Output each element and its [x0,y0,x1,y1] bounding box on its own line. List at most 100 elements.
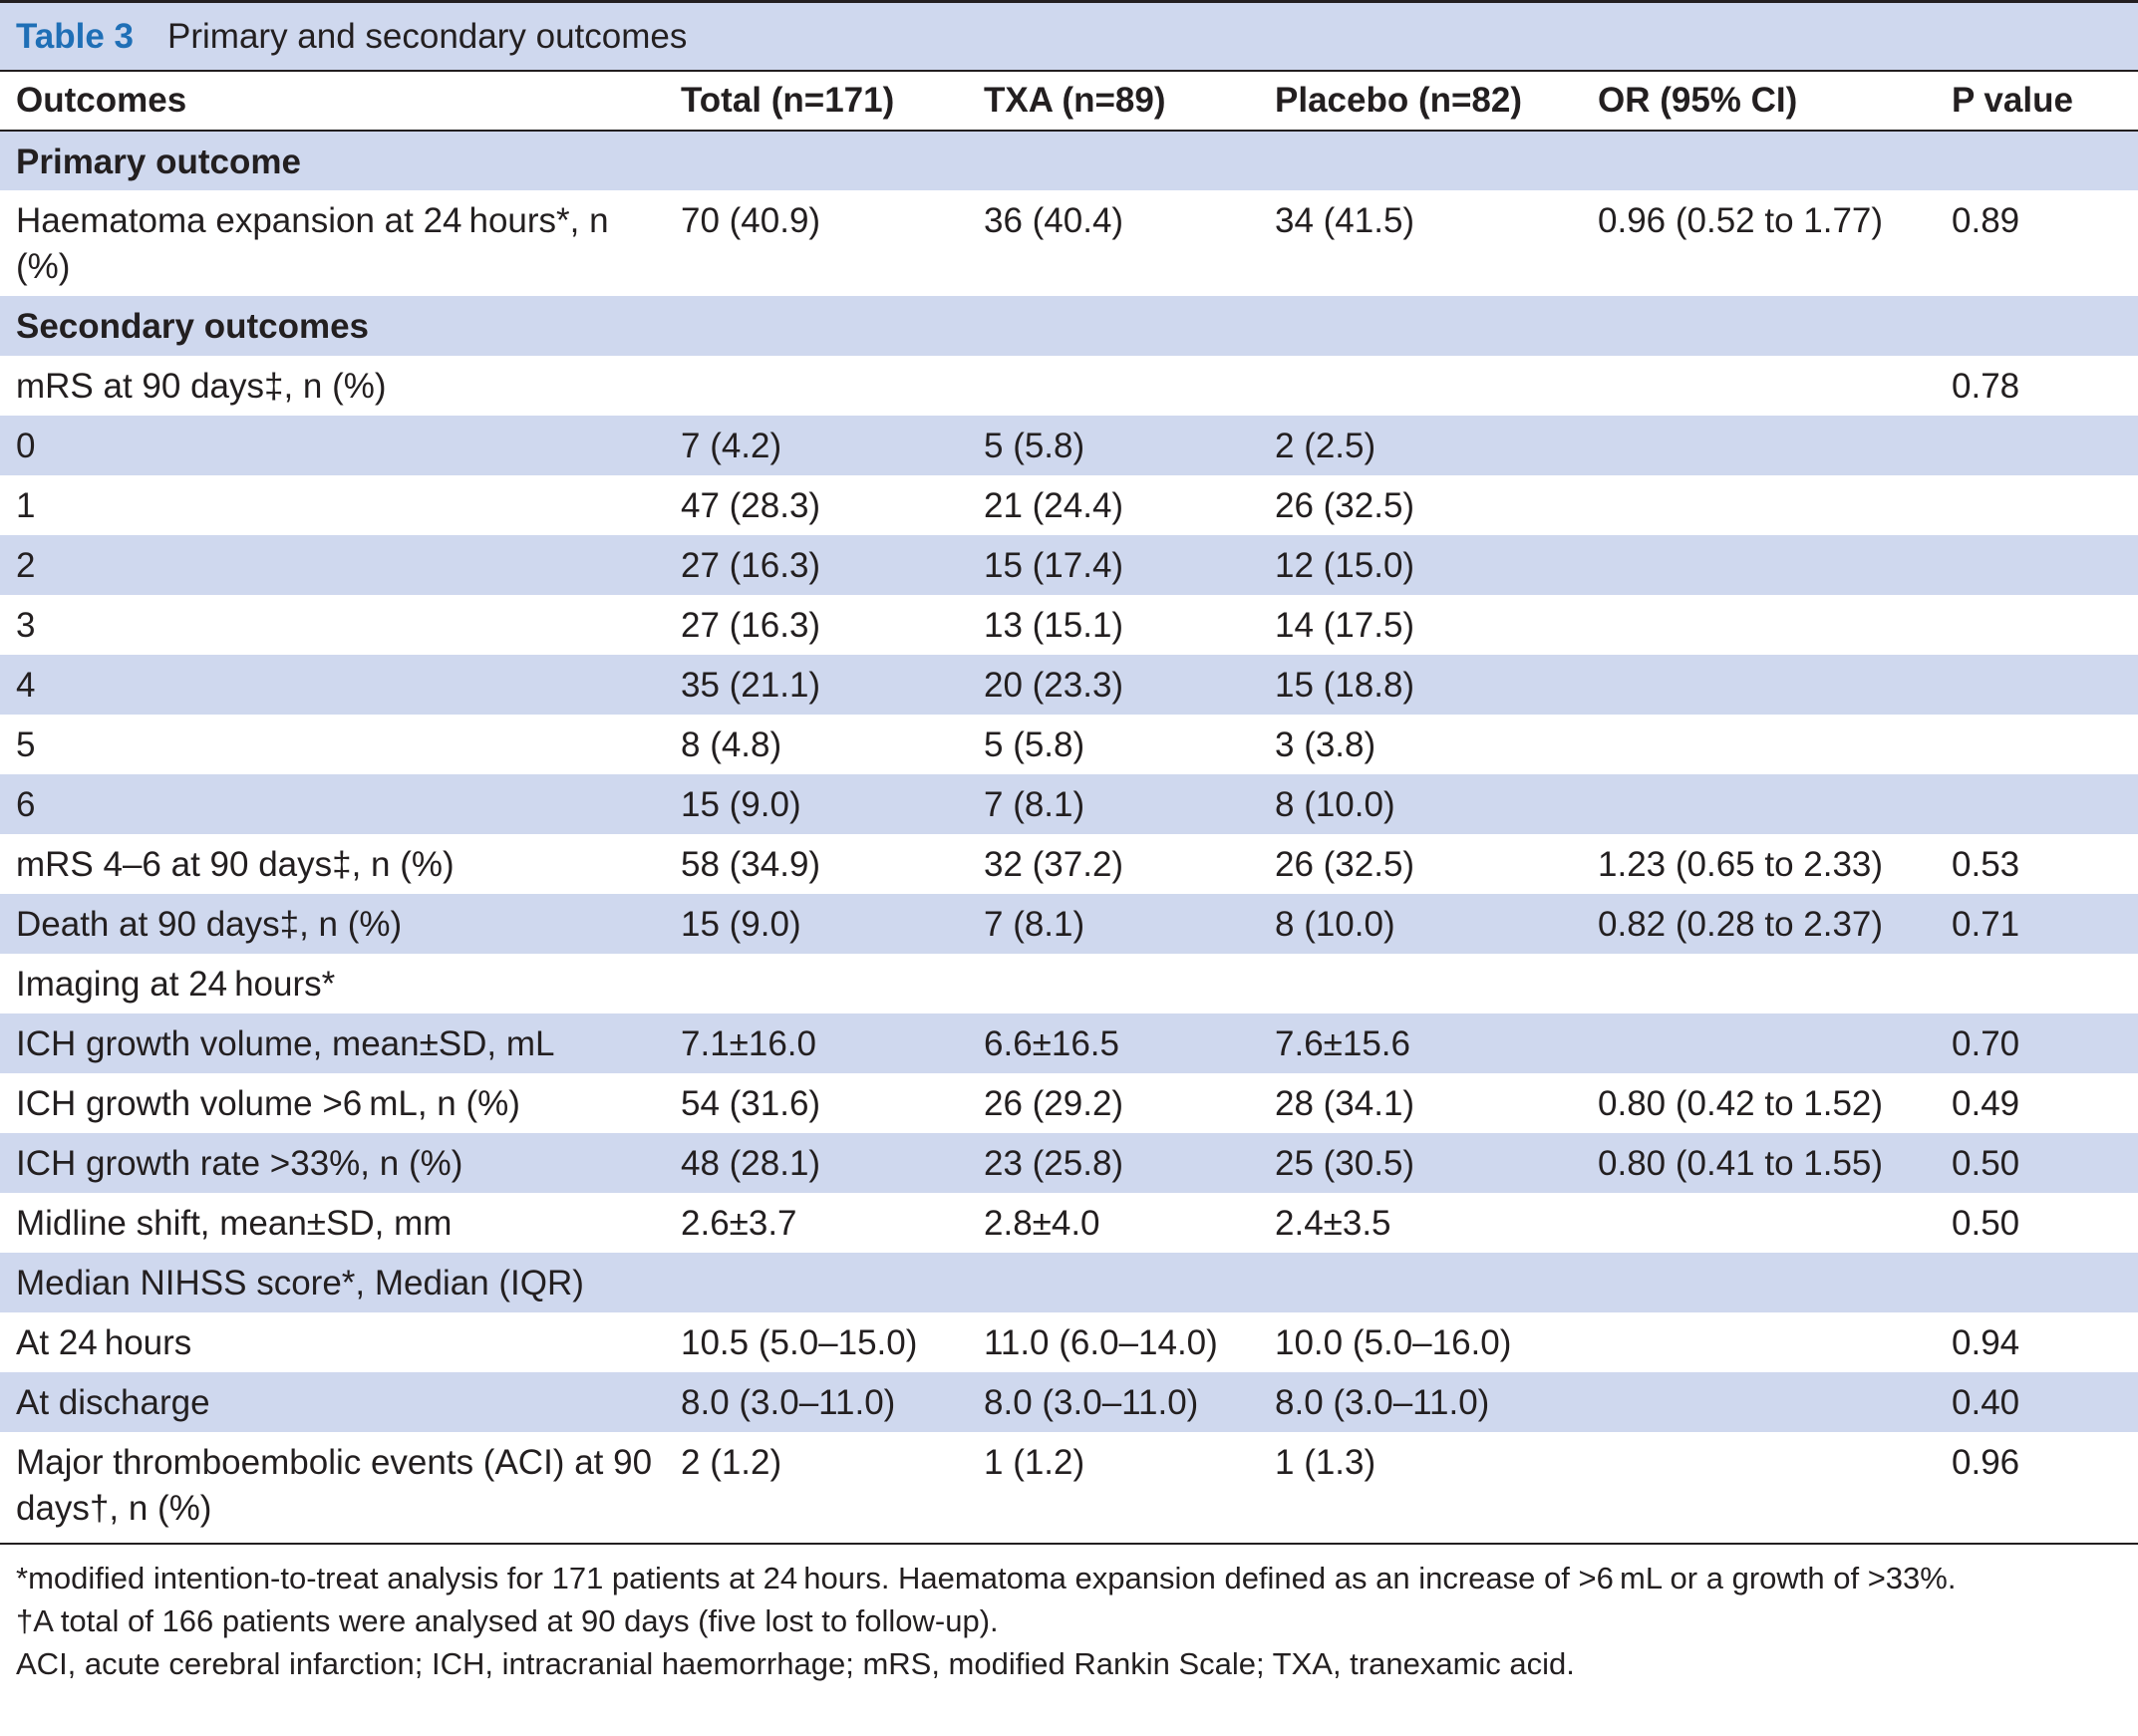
txa-cell: 13 (15.1) [984,606,1124,645]
table-label: Table 3 [16,16,135,56]
p-value-cell: 0.53 [1952,845,2020,884]
txa-cell [984,1253,1275,1312]
p-value-cell [1952,535,2138,595]
placebo-cell [1275,296,1598,356]
p-value-cell: 0.50 [1952,1204,2020,1243]
outcome-cell: ICH growth rate >33%, n (%) [16,1144,463,1183]
or-cell [1598,1193,1952,1253]
outcome-cell: At 24 hours [16,1323,192,1362]
outcome-cell: 4 [16,666,36,705]
p-value-cell [1952,774,2138,834]
header-placebo: Placebo (n=82) [1275,81,1523,120]
total-cell: 10.5 (5.0–15.0) [681,1323,918,1362]
placebo-cell: 7.6±15.6 [1275,1024,1410,1063]
placebo-cell: 28 (34.1) [1275,1084,1415,1123]
outcome-cell: Death at 90 days‡, n (%) [16,905,403,944]
table-row: 3 27 (16.3) 13 (15.1) 14 (17.5) [0,595,2138,655]
p-value-cell: 0.89 [1952,201,2020,240]
total-cell: 2 (1.2) [681,1443,782,1482]
txa-cell: 21 (24.4) [984,486,1124,525]
table-row: ICH growth volume, mean±SD, mL 7.1±16.0 6.… [0,1013,2138,1073]
table-title: Primary and secondary outcomes [167,16,688,56]
outcome-cell: Imaging at 24 hours* [16,965,336,1004]
txa-cell: 26 (29.2) [984,1084,1124,1123]
outcome-cell: 1 [16,486,36,525]
placebo-cell [1275,954,1598,1013]
or-cell [1598,774,1952,834]
txa-cell: 32 (37.2) [984,845,1124,884]
table-row: Median NIHSS score*, Median (IQR) [0,1253,2138,1312]
or-cell [1598,356,1952,416]
section-row: Secondary outcomes [0,296,2138,356]
or-cell [1598,131,1952,190]
txa-cell [984,296,1275,356]
table-row: 2 27 (16.3) 15 (17.4) 12 (15.0) [0,535,2138,595]
table-row: Death at 90 days‡, n (%) 15 (9.0) 7 (8.1) 8… [0,894,2138,954]
outcome-cell: Primary outcome [16,143,301,181]
or-cell [1598,475,1952,535]
outcome-cell: 6 [16,785,36,824]
txa-cell [984,131,1275,190]
total-cell: 7 (4.2) [681,427,782,465]
total-cell: 58 (34.9) [681,845,821,884]
placebo-cell [1275,131,1598,190]
txa-cell: 20 (23.3) [984,666,1124,705]
footnotes: *modified intention-to-treat analysis fo… [0,1545,2138,1685]
total-cell: 8.0 (3.0–11.0) [681,1383,896,1422]
placebo-cell: 26 (32.5) [1275,845,1415,884]
table-row: Haematoma expansion at 24 hours*, n (%) 7… [0,190,2138,296]
txa-cell: 7 (8.1) [984,785,1085,824]
or-cell [1598,416,1952,475]
placebo-cell: 3 (3.8) [1275,725,1376,764]
txa-cell [984,356,1275,416]
or-cell: 0.80 (0.42 to 1.52) [1598,1084,1884,1123]
table-row: 4 35 (21.1) 20 (23.3) 15 (18.8) [0,655,2138,715]
total-cell [681,296,984,356]
txa-cell: 11.0 (6.0–14.0) [984,1323,1218,1362]
placebo-cell: 14 (17.5) [1275,606,1415,645]
placebo-cell [1275,356,1598,416]
txa-cell: 2.8±4.0 [984,1204,1100,1243]
or-cell: 0.82 (0.28 to 2.37) [1598,905,1884,944]
table-row: At discharge 8.0 (3.0–11.0) 8.0 (3.0–11.0)… [0,1372,2138,1432]
placebo-cell: 10.0 (5.0–16.0) [1275,1323,1512,1362]
total-cell: 27 (16.3) [681,606,821,645]
or-cell [1598,1432,1952,1538]
placebo-cell: 8 (10.0) [1275,905,1395,944]
p-value-cell [1952,655,2138,715]
txa-cell: 1 (1.2) [984,1443,1085,1482]
table-row: 1 47 (28.3) 21 (24.4) 26 (32.5) [0,475,2138,535]
outcome-cell: 5 [16,725,36,764]
total-cell [681,356,984,416]
table-row: 0 7 (4.2) 5 (5.8) 2 (2.5) [0,416,2138,475]
total-cell [681,1253,984,1312]
p-value-cell [1952,595,2138,655]
outcome-cell: Median NIHSS score*, Median (IQR) [16,1264,584,1302]
txa-cell: 23 (25.8) [984,1144,1124,1183]
outcome-cell: Secondary outcomes [16,307,369,346]
header-or: OR (95% CI) [1598,81,1798,120]
total-cell [681,954,984,1013]
total-cell: 15 (9.0) [681,905,801,944]
p-value-cell: 0.71 [1952,905,2020,944]
txa-cell: 36 (40.4) [984,201,1124,240]
p-value-cell [1952,954,2138,1013]
table-body: Primary outcome Haematoma expansion at 24… [0,131,2138,1538]
table-row: Imaging at 24 hours* [0,954,2138,1013]
total-cell: 27 (16.3) [681,546,821,585]
txa-cell: 5 (5.8) [984,725,1085,764]
or-cell [1598,1372,1952,1432]
outcome-cell: 2 [16,546,36,585]
outcome-cell: 3 [16,606,36,645]
outcome-cell: At discharge [16,1383,210,1422]
p-value-cell: 0.70 [1952,1024,2020,1063]
p-value-cell [1952,131,2138,190]
placebo-cell: 8 (10.0) [1275,785,1395,824]
or-cell [1598,1312,1952,1372]
outcome-cell: Midline shift, mean±SD, mm [16,1204,453,1243]
table-caption: Table 3 Primary and secondary outcomes [0,3,2138,70]
table-row: At 24 hours 10.5 (5.0–15.0) 11.0 (6.0–14.0… [0,1312,2138,1372]
placebo-cell: 2.4±3.5 [1275,1204,1391,1243]
p-value-cell: 0.96 [1952,1443,2020,1482]
